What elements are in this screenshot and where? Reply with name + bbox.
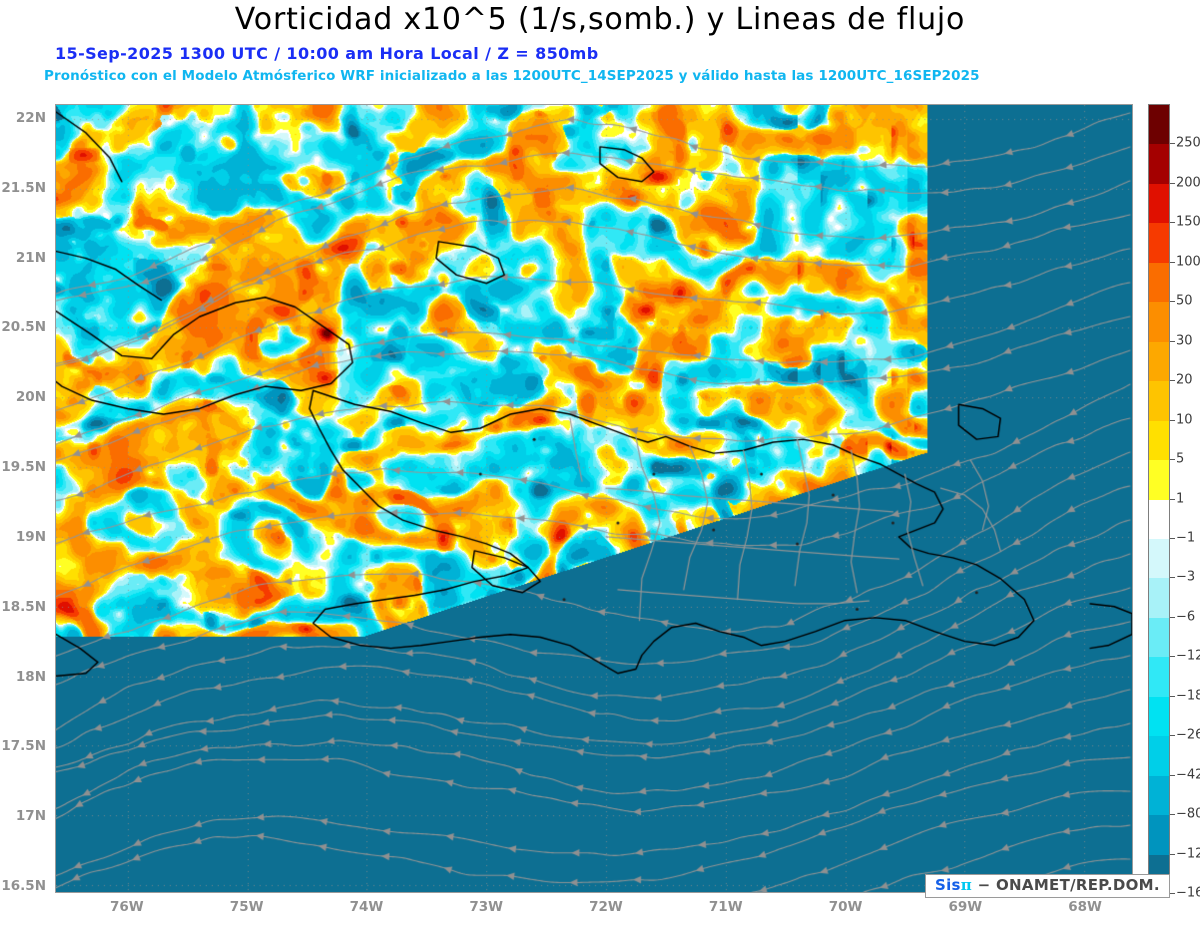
colorbar-tick (1170, 143, 1175, 145)
latitude-tick-label: 18.5N (1, 598, 46, 615)
longitude-tick-label: 68W (1068, 899, 1102, 915)
colorbar-tick-label: 30 (1176, 333, 1193, 349)
colorbar-tick-label: −160 (1176, 885, 1200, 901)
longitude-tick-label: 76W (110, 899, 144, 915)
colorbar-tick-label: 250 (1176, 135, 1200, 151)
latitude-tick-label: 21N (15, 249, 46, 266)
latitude-tick-label: 20.5N (1, 319, 46, 336)
colorbar-tick (1170, 893, 1175, 894)
colorbar-segment (1149, 420, 1169, 461)
brand-label: Sis (935, 876, 961, 894)
organization-label: ONAMET/REP.DOM. (996, 876, 1160, 894)
colorbar-tick-label: 50 (1176, 293, 1193, 309)
attribution-badge: Sisᴨ − ONAMET/REP.DOM. (925, 874, 1170, 898)
colorbar-segment (1149, 381, 1169, 422)
colorbar-segment (1149, 578, 1169, 619)
colorbar-segment (1149, 657, 1169, 698)
colorbar-segment (1149, 538, 1169, 579)
colorbar (1148, 104, 1170, 895)
colorbar-tick (1170, 616, 1175, 618)
colorbar-tick (1170, 656, 1175, 658)
colorbar-segment (1149, 302, 1169, 343)
colorbar-tick-label: 10 (1176, 412, 1193, 428)
longitude-tick-label: 71W (708, 899, 743, 915)
chart-model-note: Pronóstico con el Modelo Atmósferico WRF… (44, 68, 980, 84)
colorbar-tick-label: −12 (1176, 648, 1200, 664)
colorbar-tick-label: −42 (1176, 767, 1200, 783)
latitude-tick-label: 16.5N (1, 878, 46, 895)
colorbar-tick (1170, 695, 1175, 697)
colorbar-tick (1170, 419, 1175, 421)
colorbar-tick (1170, 380, 1175, 382)
colorbar-tick-label: 100 (1176, 254, 1200, 270)
colorbar-tick (1170, 814, 1175, 816)
latitude-tick-label: 17N (15, 808, 46, 825)
longitude-tick-label: 75W (229, 899, 264, 915)
colorbar-tick (1170, 261, 1175, 263)
colorbar-tick-label: −26 (1176, 727, 1200, 743)
colorbar-tick-label: 150 (1176, 214, 1200, 230)
latitude-tick-label: 17.5N (1, 738, 46, 755)
longitude-tick-label: 74W (349, 899, 384, 915)
map-plot-area (55, 104, 1133, 893)
colorbar-tick-label: −18 (1176, 688, 1200, 704)
longitude-tick-label: 73W (469, 899, 504, 915)
separator-label: − (977, 876, 991, 894)
colorbar-segment (1149, 144, 1169, 185)
colorbar-segment (1149, 460, 1169, 501)
colorbar-segment (1149, 815, 1169, 856)
colorbar-tick (1170, 577, 1175, 579)
colorbar-tick-label: 1 (1176, 491, 1185, 506)
colorbar-tick (1170, 301, 1175, 303)
colorbar-tick-label: −3 (1176, 569, 1196, 585)
latitude-tick-label: 19N (15, 528, 46, 545)
brand-glyph-icon: ᴨ (960, 876, 973, 894)
latitude-tick-label: 22N (15, 109, 46, 126)
colorbar-tick-label: 200 (1176, 175, 1200, 191)
colorbar-tick (1170, 222, 1175, 224)
colorbar-tick-label: −80 (1176, 806, 1200, 822)
colorbar-segment (1149, 499, 1169, 540)
latitude-tick-label: 20N (15, 389, 46, 406)
colorbar-tick-label: −1 (1176, 530, 1196, 546)
colorbar-tick (1170, 735, 1175, 737)
colorbar-segment (1149, 736, 1169, 777)
colorbar-tick (1170, 459, 1175, 461)
colorbar-segment (1149, 341, 1169, 382)
colorbar-tick (1170, 340, 1175, 342)
longitude-tick-label: 70W (828, 899, 863, 915)
colorbar-tick (1170, 537, 1175, 539)
page-title: Vorticidad x10^5 (1/s,somb.) y Lineas de… (234, 2, 966, 37)
longitude-tick-label: 72W (589, 899, 623, 915)
colorbar-tick (1170, 774, 1175, 776)
latitude-tick-label: 19.5N (1, 459, 46, 476)
longitude-tick-label: 69W (948, 899, 983, 915)
colorbar-tick (1170, 498, 1175, 500)
colorbar-tick-label: 20 (1176, 372, 1193, 388)
latitude-tick-label: 18N (15, 668, 46, 685)
colorbar-tick-label: 5 (1176, 451, 1185, 467)
colorbar-segment (1149, 183, 1169, 224)
colorbar-tick-label: −6 (1176, 609, 1196, 625)
colorbar-tick (1170, 182, 1175, 184)
colorbar-tick (1170, 853, 1175, 855)
colorbar-tick-label: −120 (1176, 846, 1200, 862)
vorticity-field-canvas (56, 105, 1132, 892)
colorbar-segment (1149, 262, 1169, 303)
colorbar-segment (1149, 617, 1169, 658)
colorbar-segment (1149, 223, 1169, 264)
latitude-tick-label: 21.5N (1, 179, 46, 196)
colorbar-segment (1149, 696, 1169, 737)
colorbar-segment (1149, 775, 1169, 816)
colorbar-segment (1149, 105, 1169, 146)
chart-subtitle: 15-Sep-2025 1300 UTC / 10:00 am Hora Loc… (55, 44, 599, 63)
